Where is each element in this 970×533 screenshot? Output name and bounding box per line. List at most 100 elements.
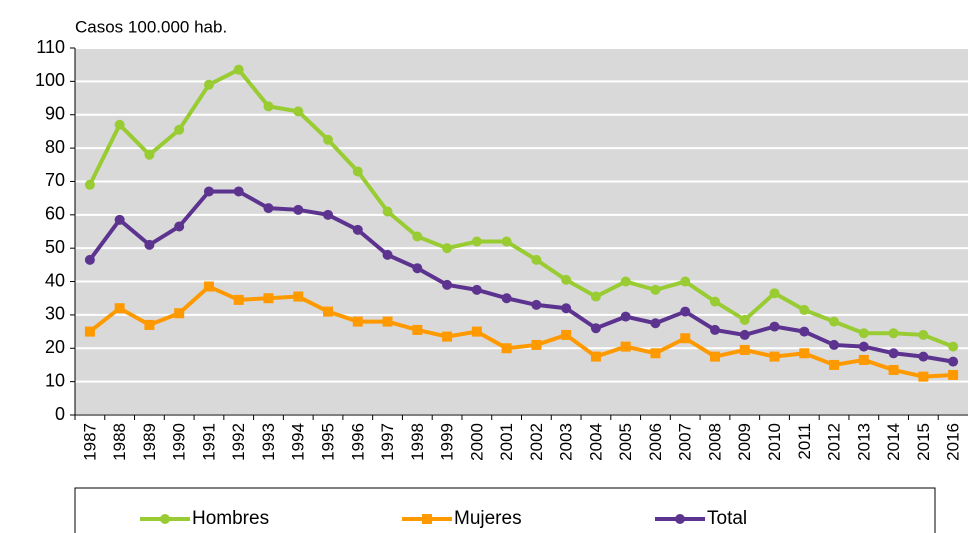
y-tick-label: 110 (36, 37, 65, 57)
x-tick-label: 2015 (914, 423, 933, 461)
legend-label: Hombres (192, 508, 269, 529)
x-tick-label: 1987 (80, 423, 99, 461)
x-tick-label: 1989 (140, 423, 159, 461)
data-point (531, 299, 542, 310)
data-point (382, 249, 393, 260)
data-point (799, 326, 810, 337)
data-point (501, 236, 512, 247)
data-point (948, 369, 959, 380)
data-point (263, 293, 274, 304)
legend-marker (422, 514, 432, 524)
legend-marker (675, 514, 685, 524)
data-point (382, 316, 393, 327)
data-point (233, 294, 244, 305)
x-tick-label: 2016 (944, 423, 963, 461)
data-point (174, 124, 185, 135)
y-axis-title: Casos 100.000 hab. (75, 17, 227, 36)
data-point (799, 348, 810, 359)
data-point (352, 224, 363, 235)
data-point (293, 291, 304, 302)
data-point (471, 326, 482, 337)
y-tick-label: 0 (55, 404, 65, 424)
x-tick-label: 1991 (199, 423, 218, 461)
data-point (84, 179, 95, 190)
data-point (680, 306, 691, 317)
data-point (858, 328, 869, 339)
x-tick-label: 1996 (348, 423, 367, 461)
data-point (918, 329, 929, 340)
data-point (680, 276, 691, 287)
data-point (650, 284, 661, 295)
x-tick-label: 2009 (735, 423, 754, 461)
data-point (739, 329, 750, 340)
data-point (501, 343, 512, 354)
data-point (739, 314, 750, 325)
x-tick-label: 2014 (884, 423, 903, 461)
data-point (471, 284, 482, 295)
legend-box (74, 487, 936, 533)
data-point (412, 324, 423, 335)
data-point (620, 341, 631, 352)
data-point (203, 79, 214, 90)
data-point (561, 274, 572, 285)
x-tick-label: 1990 (170, 423, 189, 461)
data-point (382, 206, 393, 217)
x-tick-label: 1998 (408, 423, 427, 461)
data-point (114, 119, 125, 130)
data-point (829, 316, 840, 327)
data-point (203, 186, 214, 197)
data-point (174, 221, 185, 232)
data-point (650, 318, 661, 329)
y-tick-label: 60 (45, 204, 65, 224)
data-point (829, 339, 840, 350)
data-point (888, 348, 899, 359)
data-point (174, 308, 185, 319)
x-tick-label: 2010 (765, 423, 784, 461)
data-point (561, 303, 572, 314)
data-point (442, 243, 453, 254)
data-point (144, 319, 155, 330)
data-point (114, 303, 125, 314)
data-point (739, 344, 750, 355)
data-point (84, 326, 95, 337)
data-point (769, 288, 780, 299)
data-point (501, 293, 512, 304)
data-point (709, 324, 720, 335)
data-point (680, 333, 691, 344)
x-tick-label: 1999 (438, 423, 457, 461)
x-tick-label: 2001 (497, 423, 516, 461)
legend-label: Mujeres (454, 508, 522, 529)
data-point (769, 351, 780, 362)
y-tick-label: 100 (35, 70, 65, 90)
data-point (918, 371, 929, 382)
data-point (293, 204, 304, 215)
y-tick-label: 70 (45, 170, 65, 190)
x-tick-label: 1992 (229, 423, 248, 461)
x-tick-label: 2007 (676, 423, 695, 461)
x-tick-label: 2005 (616, 423, 635, 461)
y-tick-label: 50 (45, 237, 65, 257)
data-point (590, 351, 601, 362)
data-point (561, 329, 572, 340)
y-tick-label: 10 (45, 370, 65, 390)
x-tick-label: 1995 (319, 423, 338, 461)
y-tick-label: 40 (45, 270, 65, 290)
data-point (352, 166, 363, 177)
x-tick-label: 2013 (854, 423, 873, 461)
data-point (858, 354, 869, 365)
data-point (442, 331, 453, 342)
data-point (263, 203, 274, 214)
x-tick-label: 2011 (795, 423, 814, 460)
y-tick-label: 30 (45, 304, 65, 324)
data-point (888, 328, 899, 339)
x-tick-label: 2002 (527, 423, 546, 461)
data-point (442, 279, 453, 290)
data-point (829, 359, 840, 370)
legend-label: Total (707, 508, 747, 529)
data-point (323, 209, 334, 220)
x-tick-label: 1988 (110, 423, 129, 461)
data-point (412, 263, 423, 274)
data-point (293, 106, 304, 117)
data-point (948, 341, 959, 352)
data-point (709, 351, 720, 362)
